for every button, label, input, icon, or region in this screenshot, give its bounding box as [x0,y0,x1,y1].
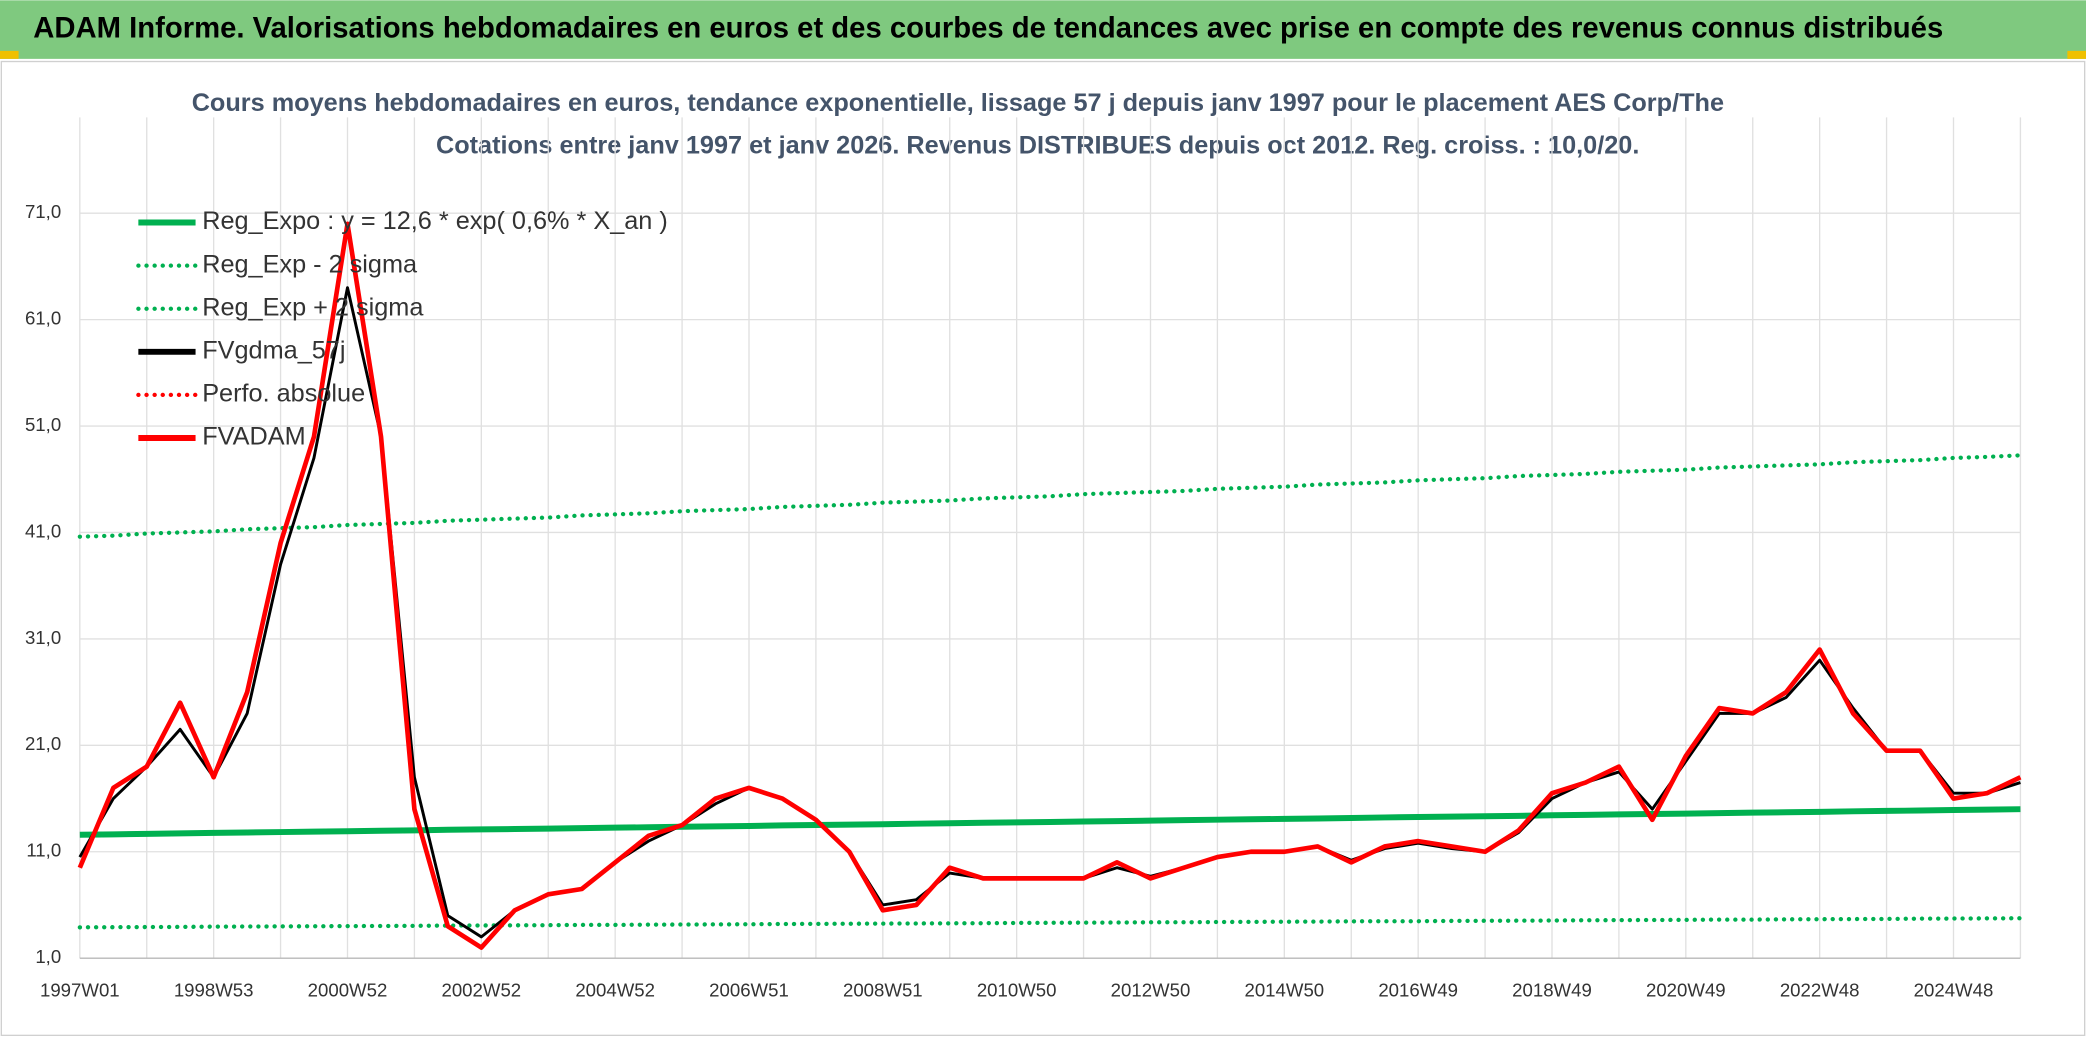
x-tick-label: 2008W51 [843,979,923,1000]
chart-title: Cours moyens hebdomadaires en euros, ten… [192,89,1724,117]
y-tick-label: 31,0 [25,627,61,648]
legend-label: Perfo. absolue [202,380,365,408]
y-tick-label: 11,0 [26,840,61,861]
x-tick-label: 2000W52 [308,979,388,1000]
legend-label: Reg_Exp - 2 sigma [202,250,418,278]
legend-label: FVgdma_57j [202,336,345,364]
y-tick-label: 1,0 [35,946,61,967]
x-tick-label: 2014W50 [1244,979,1324,1000]
legend-label: FVADAM [202,423,305,451]
chart-subtitle: Cotations entre janv 1997 et janv 2026. … [436,131,1639,159]
y-tick-label: 71,0 [25,201,61,222]
x-tick-label: 2010W50 [977,979,1057,1000]
x-tick-label: 2012W50 [1111,979,1191,1000]
header-title: ADAM Informe. Valorisations hebdomadaire… [33,12,1943,44]
x-tick-label: 2002W52 [441,979,521,1000]
x-tick-label: 1998W53 [174,979,254,1000]
x-tick-label: 2004W52 [575,979,655,1000]
series-line [77,453,2023,539]
series-line [77,916,2023,930]
x-tick-label: 2022W48 [1780,979,1860,1000]
x-tick-label: 2024W48 [1914,979,1994,1000]
header-bar [0,0,2086,59]
y-tick-label: 41,0 [25,520,61,541]
y-tick-label: 61,0 [25,308,61,329]
corner [0,50,19,59]
corner [2067,50,2086,59]
x-tick-label: 2020W49 [1646,979,1726,1000]
series-line [79,806,2021,838]
x-tick-label: 2006W51 [709,979,789,1000]
x-tick-label: 2016W49 [1378,979,1458,1000]
frame [0,60,2086,1037]
legend-label: Reg_Expo : y = 12,6 * exp( 0,6% * X_an ) [202,207,668,235]
x-tick-label: 1997W01 [40,979,120,1000]
series-line [77,221,2022,950]
y-tick-label: 21,0 [25,733,61,754]
x-tick-label: 2018W49 [1512,979,1592,1000]
legend-label: Reg_Exp + 2 sigma [202,293,424,321]
y-tick-label: 51,0 [25,414,61,435]
